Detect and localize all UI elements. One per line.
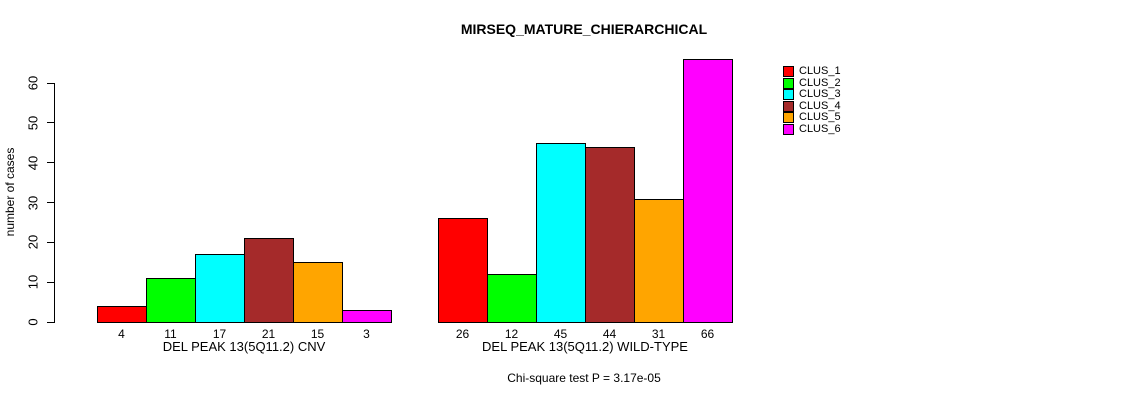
bar-clus_6 bbox=[683, 59, 733, 323]
bar-value-label: 66 bbox=[700, 327, 715, 341]
legend-label: CLUS_5 bbox=[799, 111, 841, 123]
y-tick-label: 50 bbox=[25, 115, 41, 131]
y-tick-mark bbox=[47, 82, 54, 84]
legend-swatch-clus_2 bbox=[783, 77, 794, 89]
group-label: DEL PEAK 13(5Q11.2) CNV bbox=[162, 339, 326, 354]
y-tick-label: 60 bbox=[25, 75, 41, 91]
bar-value-label: 12 bbox=[504, 327, 519, 341]
bar-clus_2 bbox=[146, 278, 196, 323]
bar-value-label: 4 bbox=[118, 327, 125, 341]
bar-value-label: 15 bbox=[310, 327, 325, 341]
bar-clus_2 bbox=[487, 274, 537, 323]
bar-value-label: 45 bbox=[553, 327, 568, 341]
bar-value-label: 44 bbox=[602, 327, 617, 341]
y-axis-line bbox=[54, 83, 55, 323]
y-tick-label: 10 bbox=[25, 274, 41, 290]
legend-swatch-clus_4 bbox=[783, 100, 794, 112]
bar-clus_1 bbox=[438, 218, 488, 323]
y-tick-mark bbox=[47, 281, 54, 283]
y-tick-mark bbox=[47, 321, 54, 323]
legend-label: CLUS_1 bbox=[799, 65, 841, 77]
y-tick-label: 30 bbox=[25, 195, 41, 210]
legend-swatch-clus_3 bbox=[783, 89, 794, 100]
legend-label: CLUS_2 bbox=[799, 76, 841, 89]
legend-swatch-clus_6 bbox=[783, 123, 794, 135]
chart-title: MIRSEQ_MATURE_CHIERARCHICAL bbox=[460, 21, 708, 37]
bar-clus_6 bbox=[342, 310, 392, 323]
bar-value-label: 3 bbox=[363, 327, 370, 341]
bar-clus_3 bbox=[536, 143, 586, 323]
bar-clus_4 bbox=[244, 238, 294, 323]
y-tick-mark bbox=[47, 241, 54, 243]
y-tick-label: 40 bbox=[25, 155, 41, 170]
bar-clus_5 bbox=[634, 199, 684, 323]
bar-value-label: 11 bbox=[164, 327, 177, 341]
bar-clus_4 bbox=[585, 147, 635, 323]
legend-swatch-clus_5 bbox=[783, 112, 794, 123]
legend-swatch-clus_1 bbox=[783, 66, 794, 77]
group-label: DEL PEAK 13(5Q11.2) WILD-TYPE bbox=[482, 339, 688, 354]
bar-clus_1 bbox=[97, 306, 147, 323]
legend-label: CLUS_4 bbox=[799, 99, 841, 112]
y-axis-label: number of cases bbox=[3, 147, 17, 237]
y-tick-mark bbox=[47, 202, 54, 203]
bar-value-label: 17 bbox=[212, 327, 227, 341]
y-tick-mark bbox=[47, 162, 54, 164]
legend-label: CLUS_6 bbox=[799, 122, 841, 135]
chi-square-annotation: Chi-square test P = 3.17e-05 bbox=[507, 371, 661, 385]
bar-value-label: 31 bbox=[651, 327, 666, 341]
bar-value-label: 26 bbox=[455, 327, 470, 341]
bar-clus_5 bbox=[293, 262, 343, 323]
bar-clus_3 bbox=[195, 254, 245, 323]
y-tick-label: 0 bbox=[25, 318, 41, 326]
legend-label: CLUS_3 bbox=[799, 88, 841, 100]
bar-value-label: 21 bbox=[261, 327, 276, 341]
y-tick-label: 20 bbox=[25, 235, 41, 250]
y-tick-mark bbox=[47, 122, 54, 124]
